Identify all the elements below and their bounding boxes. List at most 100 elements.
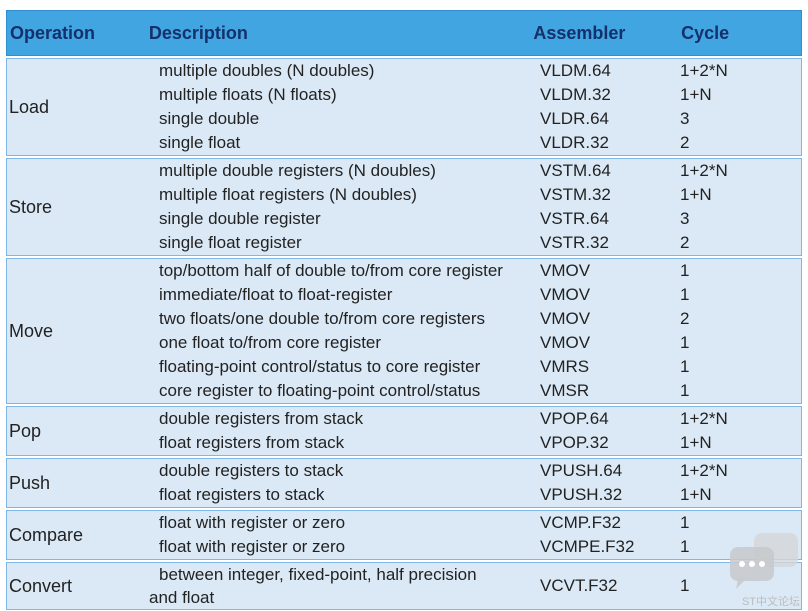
cycle-cell: 2	[680, 309, 690, 328]
group-compare: Compare float with register or zero VCMP…	[6, 510, 802, 560]
cycle-cell: 1	[680, 261, 690, 280]
description-cell: core register to floating-point control/…	[159, 381, 481, 400]
table-row: single double VLDR.64 3	[149, 107, 801, 131]
table-row: double registers from stack VPOP.64 1+2*…	[149, 407, 801, 431]
cycle-cell: 1+N	[680, 85, 712, 104]
cycle-cell: 1	[680, 537, 690, 556]
group-push: Push double registers to stack VPUSH.64 …	[6, 458, 802, 508]
assembler-cell: VPOP.64	[540, 409, 609, 428]
group-move: Move top/bottom half of double to/from c…	[6, 258, 802, 404]
operation-label: Pop	[9, 420, 42, 441]
assembler-cell: VSTM.32	[540, 185, 611, 204]
header-description: Description	[148, 22, 248, 43]
description-cell: multiple double registers (N doubles)	[159, 161, 436, 180]
description-cell: floating-point control/status to core re…	[159, 357, 481, 376]
table-row: two floats/one double to/from core regis…	[149, 307, 801, 331]
header-assembler: Assembler	[533, 22, 626, 43]
description-cell: float with register or zero	[159, 513, 346, 532]
table-row: floating-point control/status to core re…	[149, 355, 801, 379]
table-row: multiple float registers (N doubles) VST…	[149, 183, 801, 207]
assembler-cell: VMOV	[540, 333, 591, 352]
table-row: single float register VSTR.32 2	[149, 231, 801, 255]
cycle-cell: 1	[680, 576, 690, 595]
chat-bubble-icon	[730, 533, 798, 589]
operation-label: Push	[9, 472, 51, 493]
cycle-cell: 1+2*N	[680, 161, 728, 180]
description-cell: immediate/float to float-register	[159, 285, 393, 304]
table-row: float registers from stack VPOP.32 1+N	[149, 431, 801, 455]
table-row: single double register VSTR.64 3	[149, 207, 801, 231]
cycle-cell: 3	[680, 109, 690, 128]
description-cell: float with register or zero	[159, 537, 346, 556]
table-row: one float to/from core register VMOV 1	[149, 331, 801, 355]
cycle-cell: 1+N	[680, 185, 712, 204]
operation-label: Convert	[9, 575, 73, 596]
assembler-cell: VSTR.32	[540, 233, 609, 252]
table-row: multiple floats (N floats) VLDM.32 1+N	[149, 83, 801, 107]
table-row: core register to floating-point control/…	[149, 379, 801, 403]
assembler-cell: VCVT.F32	[540, 576, 618, 595]
table-row: double registers to stack VPUSH.64 1+2*N	[149, 459, 801, 483]
description-cell: multiple doubles (N doubles)	[159, 61, 375, 80]
watermark-text: ST中文论坛	[741, 596, 800, 608]
group-load: Load multiple doubles (N doubles) VLDM.6…	[6, 58, 802, 156]
assembler-cell: VLDR.64	[540, 109, 609, 128]
cycle-cell: 1	[680, 381, 690, 400]
description-cell: float registers to stack	[159, 485, 325, 504]
group-store: Store multiple double registers (N doubl…	[6, 158, 802, 256]
assembler-cell: VMRS	[540, 357, 590, 376]
cycle-cell: 2	[680, 133, 690, 152]
description-cell: single double	[159, 109, 260, 128]
description-cell: single float register	[159, 233, 302, 252]
description-cell: two floats/one double to/from core regis…	[159, 309, 485, 328]
description-cell: one float to/from core register	[159, 333, 382, 352]
description-cell: top/bottom half of double to/from core r…	[159, 261, 503, 280]
table-row: top/bottom half of double to/from core r…	[149, 259, 801, 283]
description-cell: single float	[159, 133, 241, 152]
header-operation: Operation	[10, 22, 96, 43]
cycle-cell: 1+2*N	[680, 461, 728, 480]
description-cell: single double register	[159, 209, 321, 228]
cycle-cell: 1+N	[680, 485, 712, 504]
assembler-cell: VPUSH.32	[540, 485, 623, 504]
description-cell: double registers from stack	[159, 409, 364, 428]
table-row: immediate/float to float-register VMOV 1	[149, 283, 801, 307]
assembler-cell: VSTR.64	[540, 209, 609, 228]
assembler-cell: VCMPE.F32	[540, 537, 635, 556]
assembler-cell: VMSR	[540, 381, 590, 400]
cycle-cell: 1+2*N	[680, 409, 728, 428]
description-cell: double registers to stack	[159, 461, 344, 480]
operation-label: Compare	[9, 524, 84, 545]
table-row: float registers to stack VPUSH.32 1+N	[149, 483, 801, 507]
cycle-cell: 1	[680, 333, 690, 352]
operation-label: Move	[9, 320, 54, 341]
operation-label: Store	[9, 196, 53, 217]
group-convert: Convert between integer, fixed-point, ha…	[6, 562, 802, 610]
description-cell: float registers from stack	[159, 433, 345, 452]
assembler-cell: VLDM.32	[540, 85, 611, 104]
assembler-cell: VSTM.64	[540, 161, 611, 180]
operation-label: Load	[9, 96, 50, 117]
instruction-table: Operation Description Assembler Cycle Lo…	[6, 10, 802, 610]
table-row: multiple doubles (N doubles) VLDM.64 1+2…	[149, 59, 801, 83]
description-line-2: and float	[149, 588, 215, 607]
table-row: multiple double registers (N doubles) VS…	[149, 159, 801, 183]
cycle-cell: 3	[680, 209, 690, 228]
cycle-cell: 2	[680, 233, 690, 252]
assembler-cell: VLDM.64	[540, 61, 611, 80]
group-pop: Pop double registers from stack VPOP.64 …	[6, 406, 802, 456]
description-cell: multiple floats (N floats)	[159, 85, 337, 104]
cycle-cell: 1	[680, 285, 690, 304]
table-row: between integer, fixed-point, half preci…	[149, 563, 801, 609]
header-cycle: Cycle	[681, 22, 730, 43]
table-header: Operation Description Assembler Cycle	[6, 10, 802, 56]
table-row: float with register or zero VCMPE.F32 1	[149, 535, 801, 559]
cycle-cell: 1+2*N	[680, 61, 728, 80]
assembler-cell: VPUSH.64	[540, 461, 623, 480]
cycle-cell: 1	[680, 513, 690, 532]
description-line-1: between integer, fixed-point, half preci…	[159, 565, 477, 584]
cycle-cell: 1+N	[680, 433, 712, 452]
table-row: single float VLDR.32 2	[149, 131, 801, 155]
cycle-cell: 1	[680, 357, 690, 376]
table-row: float with register or zero VCMP.F32 1	[149, 511, 801, 535]
